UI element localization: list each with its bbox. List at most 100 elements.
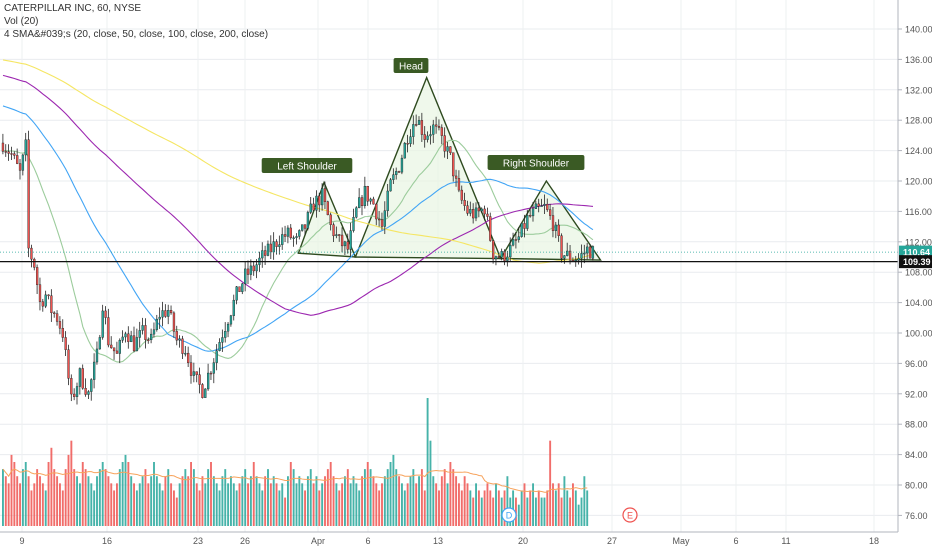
pattern-label: Head (393, 58, 429, 73)
volume-bar (517, 504, 520, 526)
candle-body (298, 230, 301, 237)
volume-bar (247, 483, 249, 526)
volume-bar (70, 440, 73, 526)
volume-bar (47, 462, 50, 526)
volume-bar (13, 462, 16, 526)
volume-bar (190, 462, 192, 526)
candle-body (352, 217, 355, 231)
volume-bar (569, 497, 572, 526)
candle-body (577, 258, 580, 261)
candle-body (201, 384, 204, 398)
candle-body (358, 197, 361, 208)
volume-bar (93, 490, 96, 526)
volume-indicator-label[interactable]: Vol (20) (4, 16, 39, 27)
candle-body (44, 294, 47, 307)
candle-body (78, 368, 82, 387)
volume-bar (306, 476, 309, 526)
volume-bar (554, 490, 557, 526)
volume-bar (76, 476, 78, 526)
y-tick-label: 80.00 (905, 481, 928, 491)
candle-body (47, 294, 50, 297)
volume-bar (580, 497, 583, 526)
pattern-label-text: Head (399, 62, 423, 73)
volume-bar (56, 476, 59, 526)
volume-bar (500, 497, 503, 526)
symbol-title[interactable]: CATERPILLAR INC, 60, NYSE (4, 3, 142, 14)
candle-body (335, 234, 338, 237)
volume-bar (155, 476, 158, 526)
sma-100-line (2, 74, 594, 316)
volume-bar (458, 483, 460, 526)
volume-bar (455, 476, 458, 526)
volume-bar (10, 454, 13, 526)
pattern-label-bg (487, 155, 585, 170)
volume-bar (36, 469, 39, 526)
volume-bar (87, 476, 90, 526)
volume-bar (67, 454, 70, 526)
candle-body (53, 312, 56, 315)
candle-body (554, 224, 558, 231)
candle-body (252, 265, 255, 272)
candle-body (27, 139, 30, 249)
candle-body (246, 268, 250, 275)
volume-bar (298, 476, 301, 526)
candle-body (520, 223, 523, 237)
candle-body (55, 313, 59, 322)
volume-bar (61, 490, 64, 526)
candle-body (61, 327, 64, 338)
candle-body (24, 139, 27, 156)
candle-body (158, 316, 161, 320)
y-tick-label: 84.00 (905, 450, 928, 460)
volume-bar (292, 469, 295, 526)
candle-body (144, 325, 147, 340)
volume-bar (264, 476, 267, 526)
candle-body (264, 250, 267, 256)
candle-body (95, 348, 99, 363)
volume-bar (512, 490, 515, 526)
x-tick-label: 13 (433, 536, 443, 546)
candle-body (343, 241, 347, 247)
candle-body (141, 325, 144, 331)
candle-body (292, 237, 295, 239)
candle-body (130, 335, 133, 342)
candle-body (549, 209, 552, 216)
candle-body (503, 251, 506, 261)
candle-body (586, 246, 589, 254)
y-tick-label: 132.00 (905, 85, 932, 95)
volume-bar (170, 483, 173, 526)
volume-bar (389, 462, 392, 526)
volume-bar (335, 483, 338, 526)
volume-bar (90, 483, 93, 526)
y-tick-label: 92.00 (905, 389, 928, 399)
candle-body (460, 189, 463, 201)
volume-bar (572, 483, 574, 526)
volume-bar (352, 476, 355, 526)
candle-body (81, 368, 84, 389)
volume-bar (21, 469, 24, 526)
candle-body (497, 256, 500, 258)
candle-body (306, 212, 310, 229)
volume-bar (275, 483, 278, 526)
neckline-price-tag: 109.39 (899, 255, 932, 269)
volume-bar (537, 490, 540, 526)
volume-bar (16, 476, 19, 526)
sma-50-line (2, 105, 594, 352)
candle-body (568, 250, 572, 261)
candle-body (529, 215, 532, 217)
volume-bar (227, 483, 230, 526)
candle-body (557, 224, 560, 236)
sma-indicator-label[interactable]: 4 SMA&#039;s (20, close, 50, close, 100,… (4, 29, 269, 40)
volume-bar (361, 476, 363, 526)
volume-bar (503, 490, 506, 526)
candle-body (101, 310, 104, 338)
x-tick-label: 16 (102, 536, 112, 546)
candle-body (266, 243, 270, 256)
candle-body (169, 310, 173, 314)
candle-body (537, 203, 540, 207)
event-marker-circle (622, 507, 638, 523)
volume-bar (121, 462, 124, 526)
volume-bar (372, 476, 375, 526)
candle-body (446, 146, 449, 152)
